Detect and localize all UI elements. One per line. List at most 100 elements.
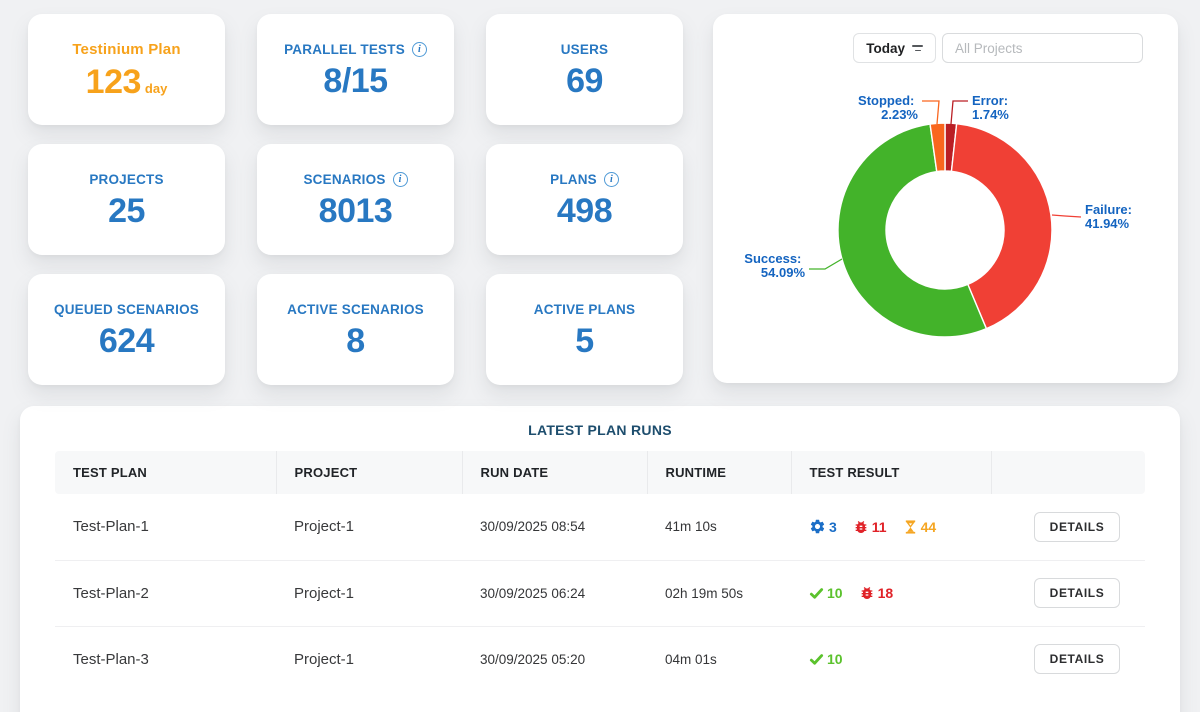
info-icon[interactable]: i bbox=[603, 171, 619, 187]
stat-label: USERS bbox=[560, 41, 609, 57]
donut-label-failure: Failure: 41.94% bbox=[1085, 202, 1136, 231]
details-button[interactable]: DETAILS bbox=[1033, 511, 1121, 542]
stat-value: 5 bbox=[575, 321, 594, 360]
chart-card: Today Error: 1.74% Failure: 41.94% Succe… bbox=[713, 14, 1178, 383]
stat-card-parallel-tests: PARALLEL TESTS i 8/15 bbox=[257, 14, 454, 125]
result-count: 10 bbox=[827, 585, 843, 601]
result-bug: 18 bbox=[859, 585, 894, 601]
stat-label: ACTIVE PLANS bbox=[533, 301, 636, 317]
stat-suffix: day bbox=[144, 80, 168, 96]
result-count: 11 bbox=[871, 518, 887, 535]
details-button[interactable]: DETAILS bbox=[1033, 644, 1121, 675]
results-donut-chart: Error: 1.74% Failure: 41.94% Success: 54… bbox=[744, 93, 1136, 338]
check-icon bbox=[809, 587, 824, 599]
cell-project: Project-1 bbox=[294, 518, 355, 536]
donut-slice-success[interactable] bbox=[837, 123, 988, 338]
bug-icon bbox=[855, 520, 867, 533]
stat-label: ACTIVE SCENARIOS bbox=[287, 301, 424, 317]
table-header: TEST PLAN PROJECT RUN DATE RUNTIME TEST RESU… bbox=[55, 451, 1145, 494]
donut-slice-failure[interactable] bbox=[950, 122, 1053, 330]
donut-label-stopped: Stopped: 2.23% bbox=[858, 93, 918, 122]
table-row: Test-Plan-3 Project-1 30/09/2025 05:20 0… bbox=[55, 626, 1145, 692]
cell-runtime: 02h 19m 50s bbox=[665, 585, 744, 601]
stat-value: 25 bbox=[108, 191, 145, 230]
table-row: Test-Plan-2 Project-1 30/09/2025 06:24 0… bbox=[55, 560, 1145, 626]
stat-card-queued-scenarios: QUEUED SCENARIOS 624 bbox=[28, 274, 225, 385]
info-icon[interactable]: i bbox=[411, 41, 427, 57]
stat-card-active-plans: ACTIVE PLANS 5 bbox=[486, 274, 683, 385]
column-header-runtime: RUNTIME bbox=[647, 451, 792, 494]
result-count: 18 bbox=[877, 585, 894, 601]
date-range-button[interactable]: Today bbox=[853, 33, 936, 63]
stat-value: 498 bbox=[556, 191, 613, 230]
label-connector-success bbox=[809, 258, 843, 270]
cell-test-plan: Test-Plan-1 bbox=[73, 518, 149, 536]
result-gear: 3 bbox=[809, 518, 837, 535]
latest-plan-runs-card: LATEST PLAN RUNS TEST PLAN PROJECT RUN DAT… bbox=[20, 406, 1180, 712]
top-section: Testinium Plan 123 day PARALLEL TESTS i 8/… bbox=[28, 14, 1178, 385]
stat-card-testinium-plan: Testinium Plan 123 day bbox=[28, 14, 225, 125]
stat-value: 8 bbox=[346, 321, 365, 360]
stat-value: 123 day bbox=[85, 62, 168, 101]
result-count: 44 bbox=[920, 518, 937, 535]
cell-run-date: 30/09/2025 06:24 bbox=[480, 585, 586, 601]
donut-label-success: Success: 54.09% bbox=[744, 251, 805, 280]
stat-label: PARALLEL TESTS bbox=[284, 41, 405, 57]
label-connector-error bbox=[950, 100, 968, 125]
label-connector-stopped bbox=[922, 100, 940, 125]
hourglass-icon bbox=[905, 520, 915, 534]
result-hourglass: 44 bbox=[903, 518, 937, 535]
cell-test-result: 10 18 bbox=[791, 560, 991, 626]
project-filter-input[interactable] bbox=[942, 33, 1143, 63]
stat-card-users: USERS 69 bbox=[486, 14, 683, 125]
donut-label-error: Error: 1.74% bbox=[972, 93, 1012, 122]
stat-label: PLANS bbox=[550, 171, 597, 187]
date-range-label: Today bbox=[866, 40, 905, 56]
info-icon[interactable]: i bbox=[392, 171, 408, 187]
column-header-actions bbox=[991, 451, 1145, 494]
cell-project: Project-1 bbox=[294, 584, 355, 602]
plan-runs-table: TEST PLAN PROJECT RUN DATE RUNTIME TEST RESU… bbox=[55, 451, 1145, 692]
cell-run-date: 30/09/2025 08:54 bbox=[480, 519, 586, 535]
gear-icon bbox=[810, 519, 825, 534]
table-section: LATEST PLAN RUNS TEST PLAN PROJECT RUN DAT… bbox=[0, 385, 1200, 712]
label-connector-failure bbox=[1051, 214, 1082, 218]
cell-project: Project-1 bbox=[294, 650, 355, 668]
result-count: 3 bbox=[829, 518, 837, 535]
result-bug: 11 bbox=[853, 519, 887, 535]
cell-runtime: 04m 01s bbox=[665, 651, 717, 667]
cell-test-result: 3 11 44 bbox=[791, 494, 991, 560]
stat-card-scenarios: SCENARIOS i 8013 bbox=[257, 144, 454, 255]
result-check: 10 bbox=[809, 651, 843, 667]
stat-value: 8/15 bbox=[323, 61, 388, 100]
stat-card-active-scenarios: ACTIVE SCENARIOS 8 bbox=[257, 274, 454, 385]
stat-card-projects: PROJECTS 25 bbox=[28, 144, 225, 255]
stats-grid: Testinium Plan 123 day PARALLEL TESTS i 8/… bbox=[28, 14, 683, 385]
bug-icon bbox=[861, 587, 872, 599]
cell-test-result: 10 bbox=[791, 626, 991, 692]
filter-icon bbox=[912, 44, 923, 52]
cell-actions: DETAILS bbox=[991, 626, 1145, 692]
column-header-test-result: TEST RESULT bbox=[791, 451, 992, 494]
column-header-project: PROJECT bbox=[276, 451, 463, 494]
table-row: Test-Plan-1 Project-1 30/09/2025 08:54 4… bbox=[55, 494, 1145, 560]
donut-slice-stopped[interactable] bbox=[929, 122, 946, 173]
cell-actions: DETAILS bbox=[991, 494, 1145, 560]
stat-label: SCENARIOS bbox=[303, 171, 386, 187]
stat-label: Testinium Plan bbox=[72, 40, 181, 58]
stat-value: 69 bbox=[566, 61, 603, 100]
stat-value: 8013 bbox=[318, 191, 393, 230]
result-count: 10 bbox=[827, 651, 843, 668]
result-check: 10 bbox=[809, 585, 843, 601]
stat-label: PROJECTS bbox=[89, 171, 164, 187]
check-icon bbox=[809, 653, 824, 665]
details-button[interactable]: DETAILS bbox=[1033, 578, 1121, 608]
cell-actions: DETAILS bbox=[991, 560, 1145, 626]
cell-test-plan: Test-Plan-2 bbox=[73, 584, 149, 602]
stat-value: 624 bbox=[98, 321, 155, 360]
table-title: LATEST PLAN RUNS bbox=[528, 422, 672, 438]
column-header-run-date: RUN DATE bbox=[462, 451, 648, 494]
column-header-test-plan: TEST PLAN bbox=[55, 451, 277, 494]
chart-controls: Today bbox=[853, 33, 1143, 63]
cell-runtime: 41m 10s bbox=[665, 519, 717, 535]
